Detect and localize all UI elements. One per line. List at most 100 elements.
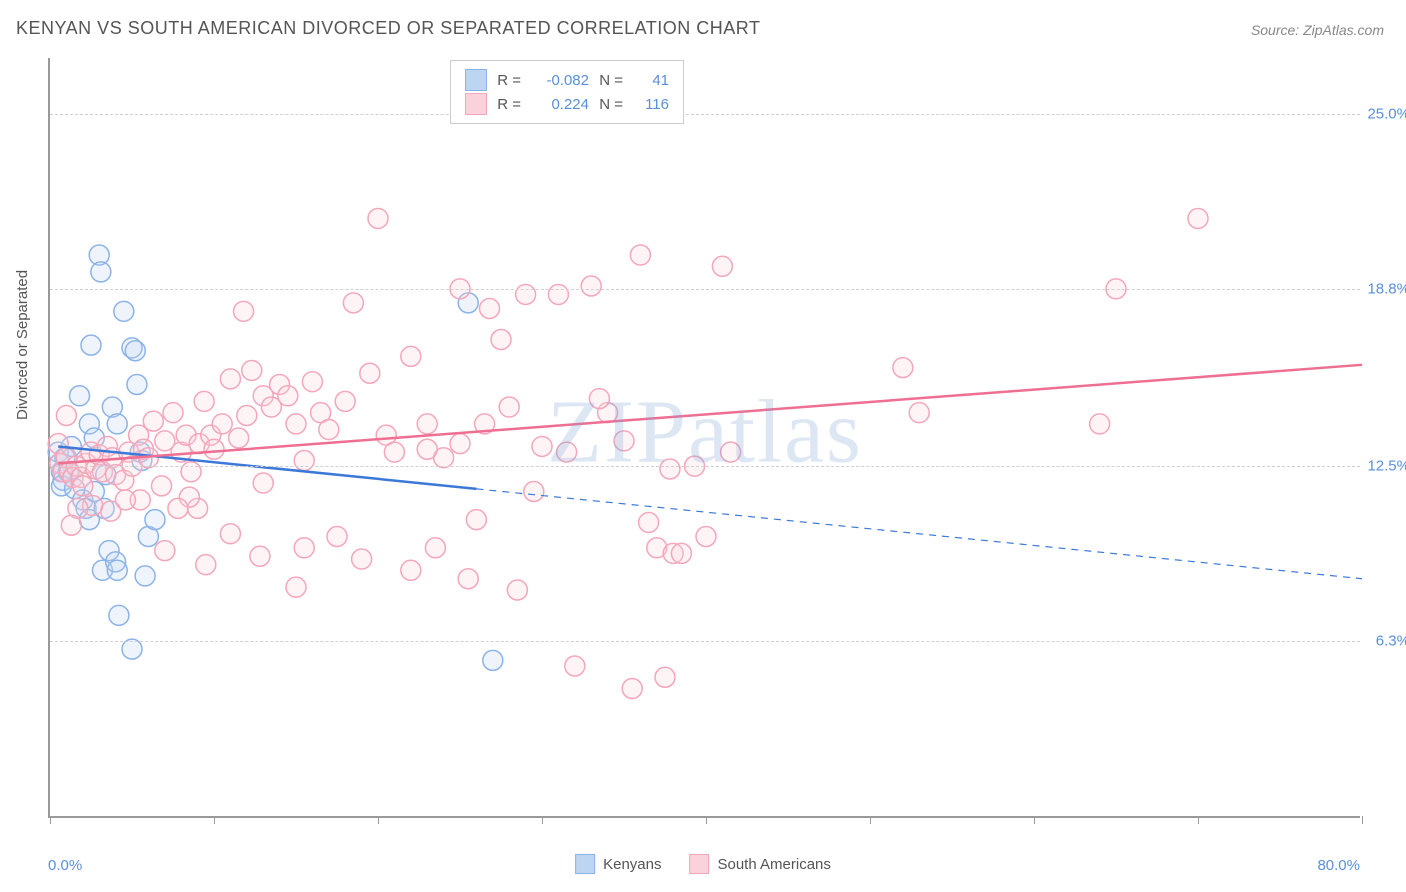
data-point[interactable] (425, 538, 445, 558)
data-point[interactable] (237, 405, 257, 425)
data-point[interactable] (480, 299, 500, 319)
data-point[interactable] (196, 555, 216, 575)
data-point[interactable] (548, 284, 568, 304)
data-point[interactable] (360, 363, 380, 383)
data-point[interactable] (294, 538, 314, 558)
stat-n-kenyans: 41 (633, 72, 669, 89)
data-point[interactable] (557, 442, 577, 462)
data-point[interactable] (466, 510, 486, 530)
data-point[interactable] (639, 512, 659, 532)
data-point[interactable] (401, 560, 421, 580)
data-point[interactable] (152, 476, 172, 496)
data-point[interactable] (893, 358, 913, 378)
data-point[interactable] (581, 276, 601, 296)
data-point[interactable] (532, 436, 552, 456)
data-point[interactable] (565, 656, 585, 676)
data-point[interactable] (909, 403, 929, 423)
stat-r-kenyans: -0.082 (531, 72, 589, 89)
data-point[interactable] (335, 391, 355, 411)
data-point[interactable] (220, 524, 240, 544)
data-point[interactable] (458, 569, 478, 589)
gridline (50, 289, 1360, 290)
data-point[interactable] (286, 577, 306, 597)
data-point[interactable] (91, 262, 111, 282)
x-axis-min: 0.0% (48, 857, 82, 874)
data-point[interactable] (101, 501, 121, 521)
data-point[interactable] (507, 580, 527, 600)
data-point[interactable] (155, 541, 175, 561)
data-point[interactable] (125, 341, 145, 361)
data-point[interactable] (81, 335, 101, 355)
x-tick (1198, 816, 1199, 824)
data-point[interactable] (368, 208, 388, 228)
data-point[interactable] (622, 679, 642, 699)
data-point[interactable] (145, 510, 165, 530)
data-point[interactable] (70, 386, 90, 406)
stat-r-label: R = (497, 72, 521, 89)
data-point[interactable] (56, 405, 76, 425)
data-point[interactable] (107, 560, 127, 580)
stats-row-southam: R = 0.224 N = 116 (465, 93, 669, 115)
data-point[interactable] (107, 414, 127, 434)
data-point[interactable] (589, 389, 609, 409)
data-point[interactable] (163, 403, 183, 423)
data-point[interactable] (242, 360, 262, 380)
legend-item-southam: South Americans (689, 854, 830, 874)
data-point[interactable] (1090, 414, 1110, 434)
data-point[interactable] (352, 549, 372, 569)
data-point[interactable] (671, 543, 691, 563)
y-tick-label: 6.3% (1376, 632, 1406, 649)
data-point[interactable] (712, 256, 732, 276)
data-point[interactable] (234, 301, 254, 321)
data-point[interactable] (73, 476, 93, 496)
data-point[interactable] (417, 439, 437, 459)
data-point[interactable] (229, 428, 249, 448)
data-point[interactable] (194, 391, 214, 411)
data-point[interactable] (343, 293, 363, 313)
data-point[interactable] (220, 369, 240, 389)
data-point[interactable] (181, 462, 201, 482)
data-point[interactable] (327, 527, 347, 547)
data-point[interactable] (524, 481, 544, 501)
data-point[interactable] (135, 566, 155, 586)
x-tick (1362, 816, 1363, 824)
stat-r-label: R = (497, 96, 521, 113)
data-point[interactable] (61, 515, 81, 535)
data-point[interactable] (491, 329, 511, 349)
data-point[interactable] (204, 439, 224, 459)
stats-row-kenyans: R = -0.082 N = 41 (465, 69, 669, 91)
data-point[interactable] (516, 284, 536, 304)
data-point[interactable] (109, 605, 129, 625)
data-point[interactable] (168, 498, 188, 518)
data-point[interactable] (122, 639, 142, 659)
x-tick (50, 816, 51, 824)
data-point[interactable] (319, 420, 339, 440)
data-point[interactable] (655, 667, 675, 687)
data-point[interactable] (114, 301, 134, 321)
data-point[interactable] (143, 411, 163, 431)
data-point[interactable] (660, 459, 680, 479)
data-point[interactable] (250, 546, 270, 566)
bottom-legend: Kenyans South Americans (575, 854, 831, 874)
data-point[interactable] (253, 473, 273, 493)
data-point[interactable] (696, 527, 716, 547)
data-point[interactable] (127, 375, 147, 395)
data-point[interactable] (417, 414, 437, 434)
data-point[interactable] (384, 442, 404, 462)
data-point[interactable] (1188, 208, 1208, 228)
data-point[interactable] (450, 434, 470, 454)
data-point[interactable] (401, 346, 421, 366)
data-point[interactable] (278, 386, 298, 406)
data-point[interactable] (614, 431, 634, 451)
data-point[interactable] (499, 397, 519, 417)
data-point[interactable] (212, 414, 232, 434)
y-tick-label: 12.5% (1367, 458, 1406, 475)
data-point[interactable] (286, 414, 306, 434)
data-point[interactable] (294, 451, 314, 471)
x-tick (378, 816, 379, 824)
data-point[interactable] (302, 372, 322, 392)
data-point[interactable] (483, 650, 503, 670)
data-point[interactable] (721, 442, 741, 462)
data-point[interactable] (630, 245, 650, 265)
legend-item-kenyans: Kenyans (575, 854, 661, 874)
